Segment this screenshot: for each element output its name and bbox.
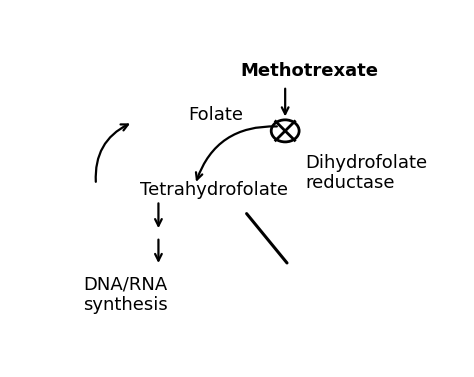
Text: DNA/RNA
synthesis: DNA/RNA synthesis bbox=[83, 276, 168, 314]
Text: Folate: Folate bbox=[188, 106, 243, 124]
FancyArrowPatch shape bbox=[196, 126, 277, 179]
FancyArrowPatch shape bbox=[96, 124, 128, 182]
Text: Dihydrofolate
reductase: Dihydrofolate reductase bbox=[305, 153, 428, 192]
Text: Methotrexate: Methotrexate bbox=[240, 62, 378, 80]
Text: Tetrahydrofolate: Tetrahydrofolate bbox=[140, 181, 288, 199]
